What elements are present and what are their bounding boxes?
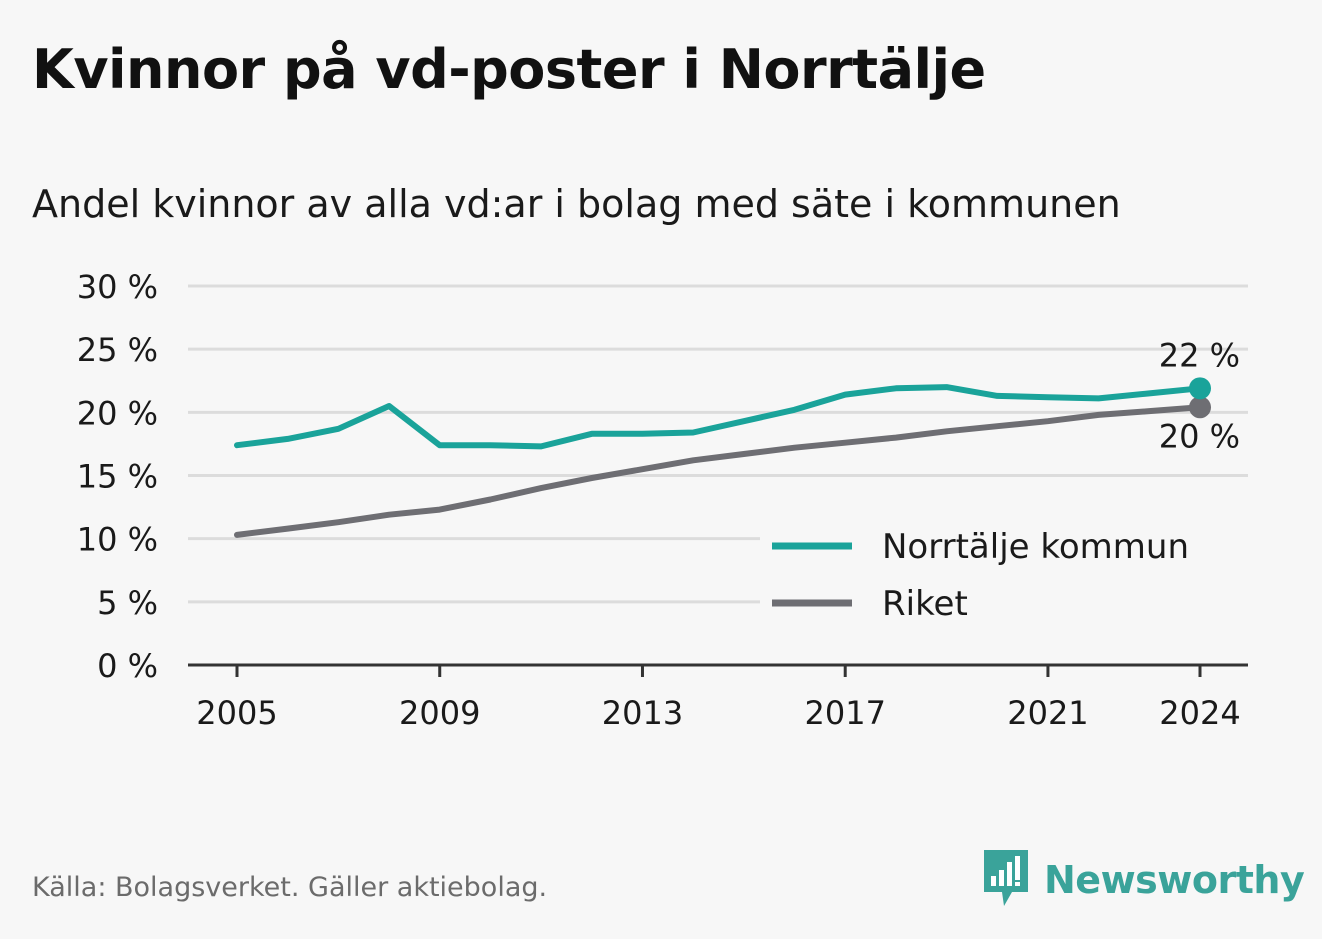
y-axis-ticks: 0 % 5 % 10 % 15 % 20 % 25 % 30 %: [77, 268, 158, 685]
bar-chart-speech-bubble-icon: [982, 848, 1030, 912]
y-tick-label: 30 %: [77, 268, 158, 306]
chart-subtitle: Andel kvinnor av alla vd:ar i bolag med …: [32, 182, 1121, 226]
y-tick-label: 25 %: [77, 331, 158, 369]
end-label-riket: 20 %: [1159, 417, 1240, 455]
y-tick-label: 20 %: [77, 394, 158, 432]
legend: Norrtälje kommun Riket: [760, 520, 1250, 630]
y-tick-label: 0 %: [97, 647, 158, 685]
legend-label: Riket: [882, 584, 968, 624]
x-tick-label: 2009: [399, 694, 480, 732]
end-point-norrtalje: [1189, 377, 1211, 400]
y-tick-label: 10 %: [77, 521, 158, 559]
x-tick-label: 2013: [602, 694, 683, 732]
x-axis-ticks: 2005 2009 2013 2017 2021 2024: [196, 665, 1241, 732]
x-tick-label: 2021: [1007, 694, 1088, 732]
end-point-riket: [1189, 396, 1211, 419]
legend-background: [760, 520, 1250, 630]
y-tick-label: 5 %: [97, 584, 158, 622]
brand-name: Newsworthy: [1044, 858, 1305, 902]
legend-label: Norrtälje kommun: [882, 527, 1189, 567]
gridlines: [188, 284, 1248, 667]
series-line-riket: [234, 404, 1203, 538]
brand-logo: Newsworthy: [982, 848, 1305, 912]
series-line-norrtalje: [234, 384, 1203, 450]
source-note: Källa: Bolagsverket. Gäller aktiebolag.: [32, 872, 548, 903]
x-tick-label: 2024: [1159, 694, 1240, 732]
chart-title: Kvinnor på vd-poster i Norrtälje: [32, 38, 986, 101]
y-tick-label: 15 %: [77, 458, 158, 496]
x-tick-label: 2005: [196, 694, 277, 732]
end-label-norrtalje: 22 %: [1159, 336, 1240, 374]
series-lines: 22 % 20 %: [234, 336, 1240, 538]
x-tick-label: 2017: [804, 694, 885, 732]
